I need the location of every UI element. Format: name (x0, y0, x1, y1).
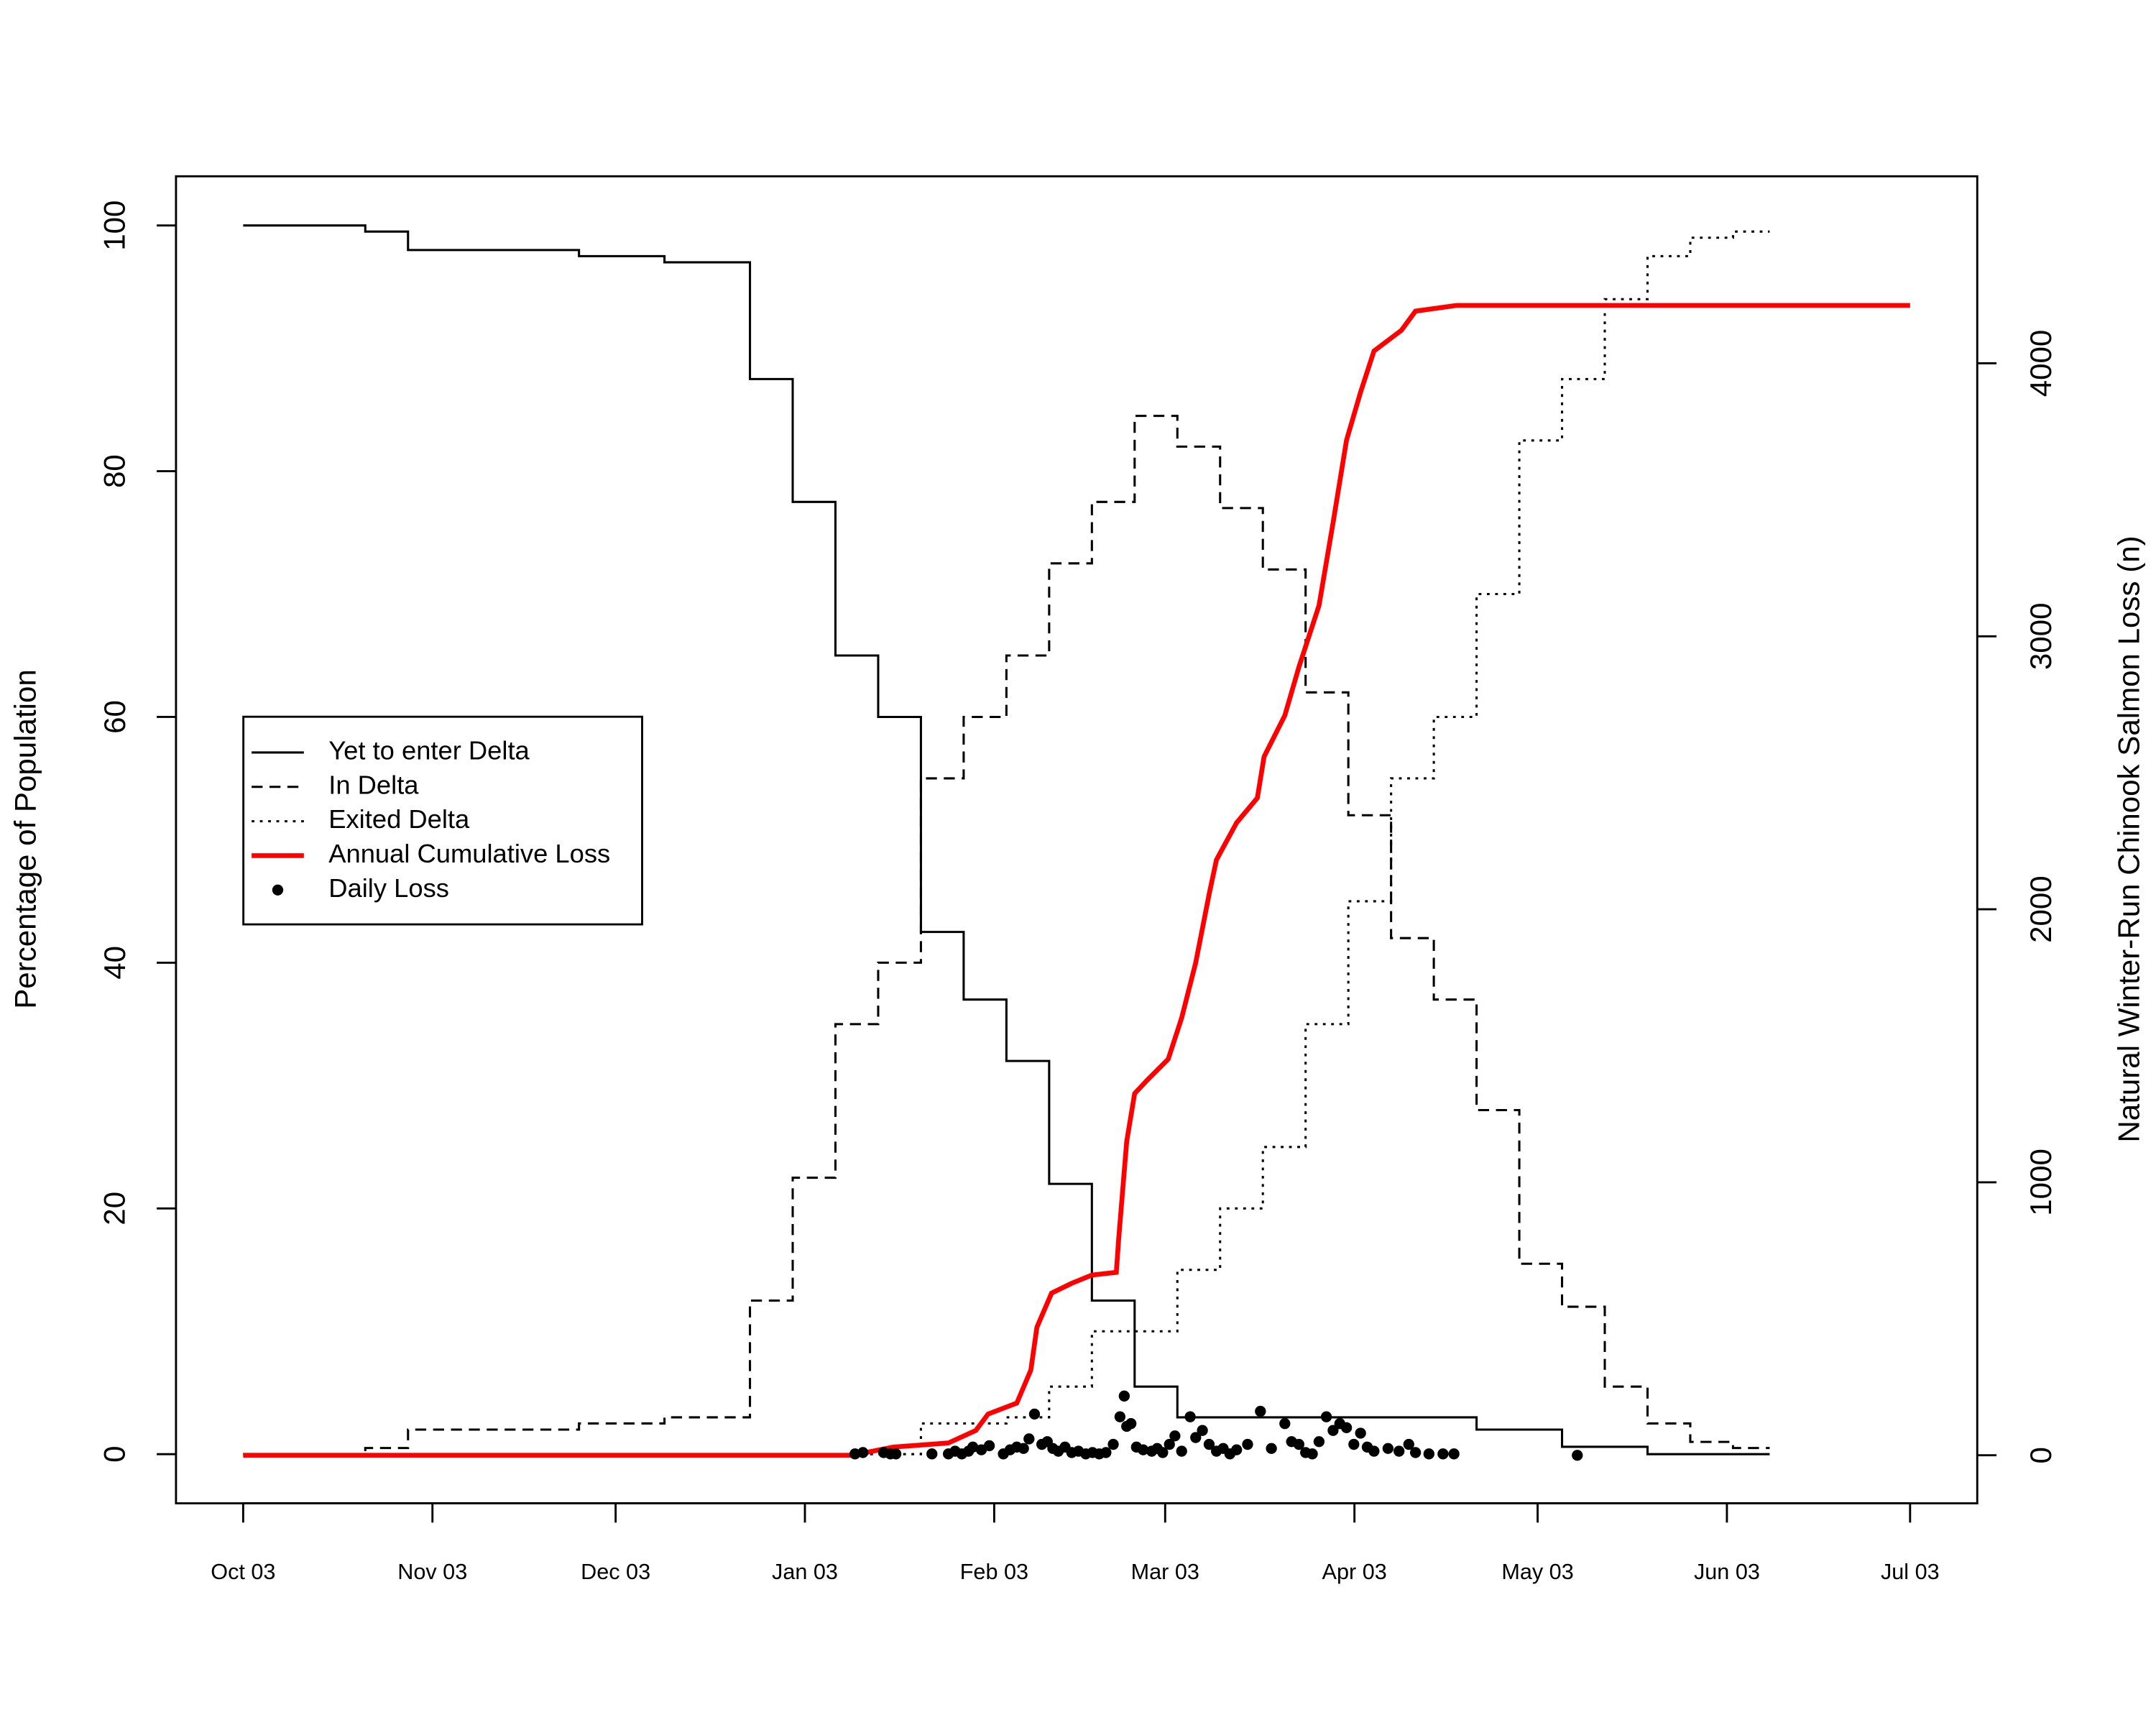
y2-tick-label: 0 (2024, 1447, 2058, 1463)
data-point (1255, 1405, 1266, 1417)
data-point (1100, 1447, 1112, 1458)
x-tick-label: Dec 03 (581, 1560, 650, 1584)
data-point (1320, 1411, 1332, 1422)
data-point (926, 1448, 938, 1460)
data-point (1368, 1445, 1380, 1457)
data-point (1313, 1436, 1325, 1448)
series-line (243, 415, 1770, 1455)
y-tick-label: 80 (98, 454, 132, 488)
legend-label: Exited Delta (328, 804, 470, 834)
y2-tick-label: 1000 (2024, 1149, 2058, 1216)
data-point (1437, 1448, 1449, 1460)
data-point (890, 1448, 902, 1460)
data-point (1279, 1418, 1291, 1430)
data-point (1307, 1448, 1318, 1460)
series-line (243, 224, 1770, 1455)
y2-tick-label: 3000 (2024, 602, 2058, 670)
data-point (1114, 1411, 1126, 1422)
data-point (1340, 1422, 1353, 1434)
data-point (1448, 1448, 1460, 1460)
legend-box (242, 715, 643, 926)
data-point (1138, 1444, 1149, 1455)
data-point (967, 1441, 979, 1453)
data-point (1125, 1418, 1137, 1430)
x-tick-label: Apr 03 (1322, 1560, 1387, 1584)
data-point (1028, 1408, 1041, 1420)
data-point (1572, 1450, 1583, 1461)
data-point (857, 1447, 869, 1458)
legend-label: Yet to enter Delta (328, 736, 530, 765)
data-point (1184, 1411, 1196, 1422)
x-tick-label: May 03 (1501, 1560, 1573, 1584)
data-point (1164, 1438, 1175, 1450)
data-point (1023, 1433, 1035, 1445)
y-tick-label: 40 (98, 946, 132, 980)
data-point (1355, 1427, 1366, 1439)
y-tick-label: 100 (98, 201, 132, 251)
data-point (1169, 1430, 1181, 1442)
y-tick-label: 0 (98, 1445, 132, 1462)
data-point (1293, 1438, 1305, 1450)
data-point (1327, 1425, 1339, 1436)
data-point (1348, 1438, 1360, 1450)
data-point (1118, 1390, 1130, 1402)
data-point (1266, 1443, 1277, 1454)
data-point (1242, 1438, 1253, 1450)
legend-marker (272, 884, 284, 896)
x-tick-label: Jul 03 (1881, 1560, 1940, 1584)
x-tick-label: Oct 03 (211, 1560, 275, 1584)
data-point (1157, 1447, 1169, 1458)
data-point (1197, 1425, 1208, 1436)
data-point (983, 1440, 995, 1452)
x-tick-label: Mar 03 (1131, 1560, 1199, 1584)
y-tick-label: 20 (98, 1192, 132, 1225)
legend-label: Annual Cumulative Loss (328, 839, 610, 868)
data-point (1403, 1438, 1414, 1450)
data-point (1409, 1447, 1422, 1458)
data-point (1203, 1438, 1215, 1450)
data-point (1231, 1444, 1243, 1455)
y2-tick-label: 2000 (2024, 875, 2058, 943)
y2-tick-label: 4000 (2024, 330, 2058, 397)
x-tick-label: Feb 03 (960, 1560, 1028, 1584)
series-line (243, 303, 1910, 1458)
data-point (1176, 1445, 1187, 1457)
data-point (1190, 1432, 1202, 1443)
y-tick-label: 60 (98, 700, 132, 734)
x-tick-label: Jan 03 (772, 1560, 838, 1584)
x-tick-label: Nov 03 (397, 1560, 467, 1584)
y2-axis-title: Natural Winter-Run Chinook Salmon Loss (… (2112, 535, 2146, 1142)
legend-label: Daily Loss (328, 873, 449, 903)
data-point (1423, 1448, 1434, 1460)
data-point (1107, 1438, 1119, 1450)
x-tick-label: Jun 03 (1694, 1560, 1760, 1584)
legend-label: In Delta (328, 770, 419, 799)
y-axis-title: Percentage of Population (8, 669, 42, 1009)
data-point (1382, 1443, 1394, 1454)
data-point (1018, 1443, 1029, 1454)
data-point (1393, 1445, 1405, 1457)
